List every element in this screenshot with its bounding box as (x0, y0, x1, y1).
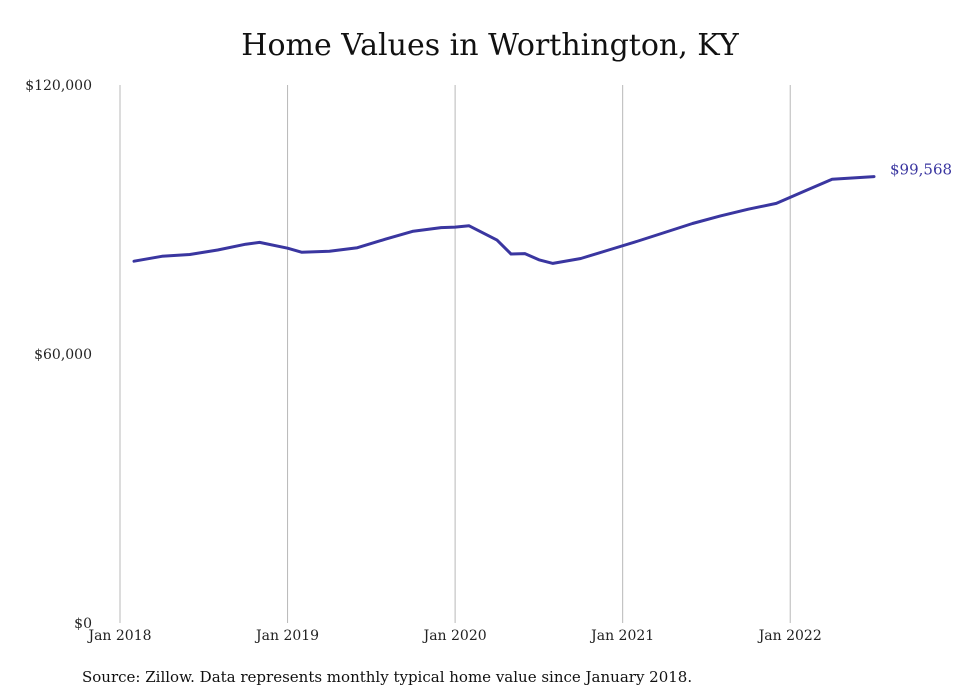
x-tick-label: Jan 2021 (589, 628, 654, 644)
data-point (509, 252, 513, 256)
series-group: $99,568 (132, 161, 952, 265)
data-point (579, 257, 582, 260)
data-point (384, 238, 387, 241)
data-point (495, 238, 499, 242)
y-tick-label: $120,000 (25, 78, 92, 94)
data-point (244, 242, 247, 246)
data-point (300, 251, 303, 254)
x-tick-label: Jan 2022 (757, 628, 822, 644)
data-point (663, 231, 666, 234)
x-axis: Jan 2018 Jan 2019 Jan 2020 Jan 2021 Jan 2022 (86, 628, 821, 644)
data-point (802, 190, 806, 193)
data-point (286, 246, 289, 250)
data-point (747, 207, 750, 211)
data-point (719, 214, 722, 218)
data-point (537, 258, 541, 262)
data-point (160, 255, 164, 258)
data-point (453, 225, 457, 229)
y-tick-label: $0 (74, 616, 92, 632)
y-tick-label: $60,000 (34, 347, 92, 363)
series-line (132, 175, 876, 265)
data-point (830, 177, 834, 181)
data-point (467, 224, 471, 227)
data-point (691, 222, 694, 225)
y-axis: $0 $60,000 $120,000 (25, 78, 92, 632)
end-value-label: $99,568 (890, 161, 952, 179)
chart-title: Home Values in Worthington, KY (241, 28, 739, 63)
data-point (188, 253, 192, 256)
data-point (551, 262, 555, 265)
data-point (439, 226, 443, 229)
x-tick-label: Jan 2018 (86, 628, 151, 644)
data-point (328, 250, 331, 253)
x-tick-label: Jan 2019 (254, 628, 319, 644)
data-point (356, 246, 359, 249)
data-point (607, 248, 610, 252)
data-point (635, 240, 638, 243)
x-tick-label: Jan 2020 (422, 628, 487, 644)
source-note: Source: Zillow. Data represents monthly … (82, 668, 693, 686)
data-point (216, 248, 219, 252)
data-point (523, 252, 527, 255)
data-point (872, 175, 876, 178)
data-point (258, 241, 261, 244)
gridlines (119, 85, 791, 623)
data-point (132, 259, 136, 263)
data-point (412, 229, 415, 233)
data-point (775, 202, 778, 205)
